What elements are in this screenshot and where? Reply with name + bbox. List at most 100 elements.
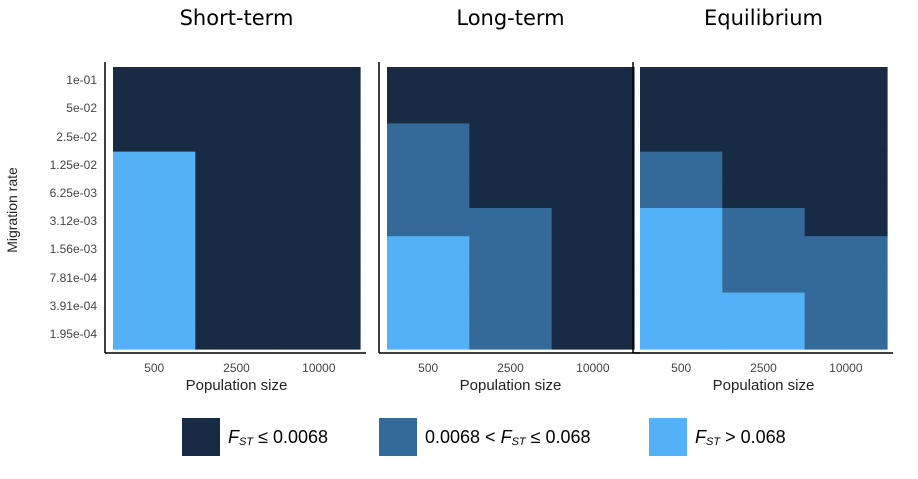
legend-item-2: FST > 0.068 — [649, 418, 786, 456]
y-tick-label-0: 1e-01 — [66, 73, 97, 88]
x-tick-label-1-0: 500 — [418, 361, 439, 375]
heatmap-cell-1-9-2 — [551, 320, 635, 350]
heatmap-cell-2-0-0 — [640, 67, 723, 96]
panel-title-1: Long-term — [456, 6, 565, 30]
y-tick-label-8: 3.91e-04 — [49, 298, 97, 313]
heatmap-cell-1-6-0 — [387, 236, 470, 265]
heatmap-cell-2-6-1 — [722, 236, 806, 265]
heatmap-cell-0-5-1 — [195, 208, 279, 237]
y-tick-label-2: 2.5e-02 — [56, 129, 97, 144]
legend-swatch-0 — [182, 418, 220, 456]
heatmap-cell-0-8-1 — [195, 292, 279, 322]
heatmap-cell-1-8-2 — [551, 292, 635, 322]
legend-label-post-1: ≤ 0.068 — [525, 426, 591, 447]
heatmap-cell-2-1-1 — [722, 95, 806, 124]
heatmap-cell-0-6-2 — [277, 236, 361, 265]
x-axis-label-1: Population size — [459, 377, 562, 394]
heatmap-cell-1-1-2 — [551, 95, 635, 124]
heatmap-cell-0-7-0 — [113, 264, 196, 294]
heatmap-cell-1-2-2 — [551, 123, 635, 153]
heatmap-cell-2-6-0 — [640, 236, 723, 265]
y-tick-label-6: 1.56e-03 — [49, 242, 97, 257]
heatmap-cell-0-7-2 — [277, 264, 361, 294]
heatmap-cell-1-9-1 — [469, 320, 553, 350]
heatmap-cell-1-7-0 — [387, 264, 470, 294]
heatmap-cell-1-5-0 — [387, 208, 470, 237]
heatmap-cell-1-4-1 — [469, 179, 553, 209]
heatmap-cell-1-3-0 — [387, 151, 470, 181]
heatmap-cell-2-4-1 — [722, 179, 806, 209]
heatmap-cell-2-2-0 — [640, 123, 723, 153]
legend-label-2: FST > 0.068 — [695, 427, 786, 448]
heatmap-cell-1-2-1 — [469, 123, 553, 153]
legend-swatch-2 — [649, 418, 687, 456]
heatmap-cell-2-9-1 — [722, 320, 806, 350]
heatmap-cell-0-0-0 — [113, 67, 196, 96]
heatmap-cell-0-3-0 — [113, 151, 196, 181]
heatmap-cell-0-9-0 — [113, 320, 196, 350]
heatmap-cell-0-9-1 — [195, 320, 279, 350]
heatmap-cell-1-0-2 — [551, 67, 635, 96]
heatmap-cell-2-3-1 — [722, 151, 806, 181]
legend-label-1: 0.0068 < FST ≤ 0.068 — [425, 427, 591, 448]
heatmap-cell-1-8-1 — [469, 292, 553, 322]
x-tick-label-2-2: 10000 — [829, 361, 863, 375]
y-tick-label-9: 1.95e-04 — [49, 326, 97, 341]
x-tick-label-1-2: 10000 — [576, 361, 610, 375]
heatmap-cell-0-1-0 — [113, 95, 196, 124]
x-tick-label-0-0: 500 — [144, 361, 165, 375]
heatmap-chart — [104, 62, 893, 354]
legend-fst-2: F — [695, 426, 706, 447]
heatmap-cell-2-0-1 — [722, 67, 806, 96]
heatmap-cell-0-0-1 — [195, 67, 279, 96]
heatmap-cell-2-0-2 — [804, 67, 888, 96]
heatmap-cell-1-1-0 — [387, 95, 470, 124]
heatmap-cell-0-1-2 — [277, 95, 361, 124]
heatmap-cell-2-5-2 — [804, 208, 888, 237]
x-axis-label-2: Population size — [712, 377, 815, 394]
x-tick-label-0-1: 2500 — [223, 361, 250, 375]
heatmap-cell-0-0-2 — [277, 67, 361, 96]
heatmap-cell-0-2-0 — [113, 123, 196, 153]
legend-label-post-0: ≤ 0.0068 — [253, 426, 328, 447]
heatmap-cell-2-7-2 — [804, 264, 888, 294]
heatmap-cell-0-6-0 — [113, 236, 196, 265]
x-tick-label-2-1: 2500 — [750, 361, 777, 375]
heatmap-cell-2-9-0 — [640, 320, 723, 350]
heatmap-cell-2-2-2 — [804, 123, 888, 153]
heatmap-cell-0-5-2 — [277, 208, 361, 237]
legend-label-0: FST ≤ 0.0068 — [228, 427, 328, 448]
heatmap-cell-2-7-0 — [640, 264, 723, 294]
y-tick-label-3: 1.25e-02 — [49, 157, 97, 172]
legend-fst-0: F — [228, 426, 239, 447]
heatmap-cell-1-6-2 — [551, 236, 635, 265]
heatmap-cell-2-3-2 — [804, 151, 888, 181]
heatmap-cell-1-2-0 — [387, 123, 470, 153]
heatmap-cell-1-1-1 — [469, 95, 553, 124]
legend-swatch-1 — [379, 418, 417, 456]
legend-fst-1: F — [500, 426, 512, 447]
heatmap-cell-1-6-1 — [469, 236, 553, 265]
heatmap-cell-2-3-0 — [640, 151, 723, 181]
heatmap-cell-0-1-1 — [195, 95, 279, 124]
heatmap-cell-2-4-2 — [804, 179, 888, 209]
heatmap-cell-1-3-2 — [551, 151, 635, 181]
heatmap-cell-0-5-0 — [113, 208, 196, 237]
heatmap-cell-2-8-2 — [804, 292, 888, 322]
y-tick-label-7: 7.81e-04 — [49, 270, 97, 285]
heatmap-cell-0-4-1 — [195, 179, 279, 209]
heatmap-cell-2-1-0 — [640, 95, 723, 124]
panel-title-0: Short-term — [179, 6, 294, 30]
y-tick-label-5: 3.12e-03 — [49, 214, 97, 229]
heatmap-cell-0-2-1 — [195, 123, 279, 153]
legend-item-0: FST ≤ 0.0068 — [182, 418, 328, 456]
heatmap-cell-2-2-1 — [722, 123, 806, 153]
heatmap-cell-1-0-1 — [469, 67, 553, 96]
heatmap-cell-1-7-1 — [469, 264, 553, 294]
heatmap-cell-0-4-2 — [277, 179, 361, 209]
x-tick-label-0-2: 10000 — [302, 361, 336, 375]
heatmap-cell-2-8-1 — [722, 292, 806, 322]
y-tick-label-4: 6.25e-03 — [49, 185, 97, 200]
legend-label-pre-1: 0.0068 < — [425, 426, 501, 447]
heatmap-cell-1-5-2 — [551, 208, 635, 237]
